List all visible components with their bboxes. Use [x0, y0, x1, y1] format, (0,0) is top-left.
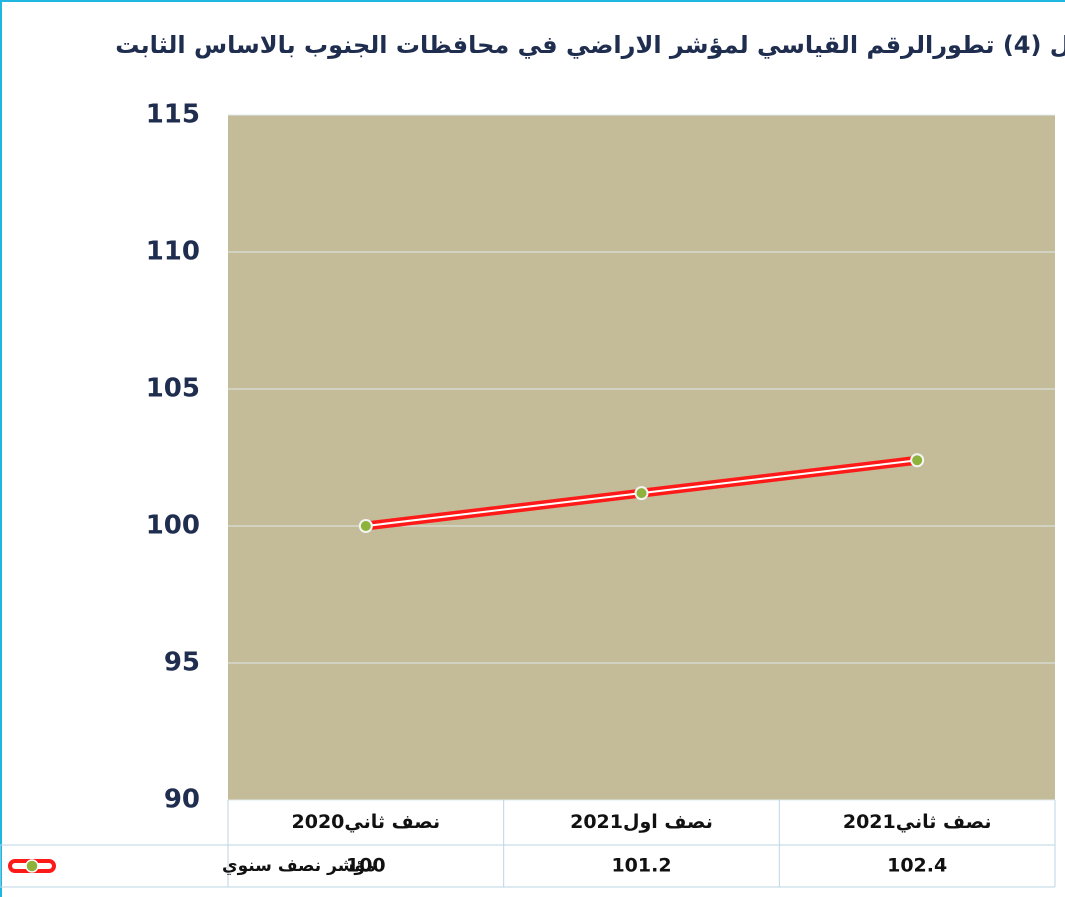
marker	[910, 453, 925, 468]
y-tick-label: 100	[146, 511, 200, 541]
y-tick-label: 115	[146, 100, 200, 130]
x-tick-label: نصف ثاني2020	[292, 811, 441, 833]
y-tick-label: 110	[146, 237, 200, 267]
y-tick-label: 105	[146, 374, 200, 404]
marker	[358, 519, 373, 533]
legend-label: مؤشر نصف سنوي	[222, 856, 376, 876]
table-value: 100	[346, 855, 386, 877]
table-value: 101.2	[611, 855, 671, 877]
legend-marker	[25, 859, 39, 873]
y-tick-label: 90	[164, 785, 200, 815]
y-tick-label: 95	[164, 648, 200, 678]
x-tick-label: نصف ثاني2021	[843, 811, 992, 833]
table-value: 102.4	[887, 855, 947, 877]
plot-area	[228, 115, 1055, 800]
marker	[634, 486, 649, 501]
chart-title: شكل (4) تطورالرقم القياسي لمؤشر الاراضي …	[115, 31, 1065, 59]
x-tick-label: نصف اول2021	[570, 811, 713, 833]
